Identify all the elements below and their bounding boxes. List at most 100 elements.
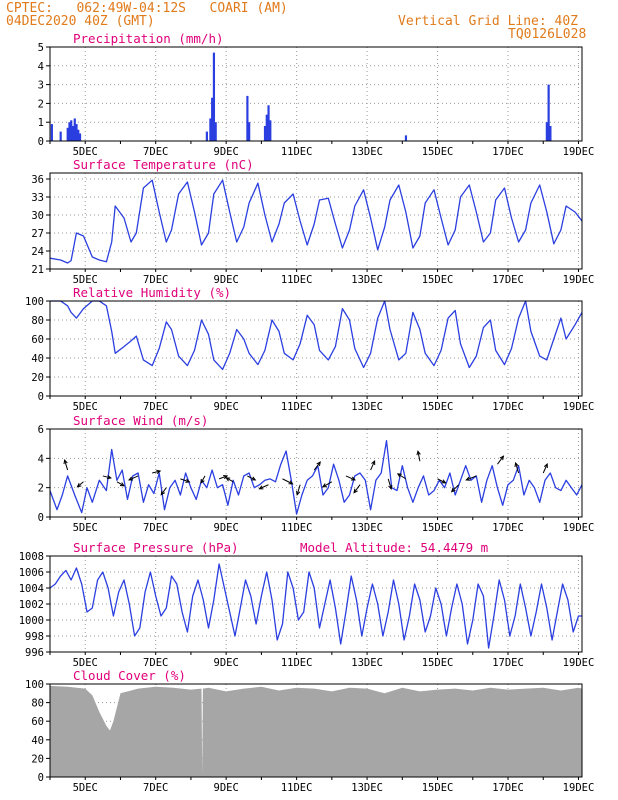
precip-bar — [263, 125, 267, 141]
y-tick-label: 1000 — [19, 615, 44, 627]
wind-arrow-head — [353, 488, 358, 494]
y-tick-label: 30 — [31, 210, 44, 222]
wind-arrow-head — [200, 478, 205, 484]
y-tick-label: 60 — [31, 716, 44, 728]
panel-frame — [49, 428, 583, 518]
wind-arrow-head — [251, 476, 257, 481]
x-tick-label: 7DEC — [143, 782, 168, 794]
wind-arrow-head — [321, 483, 327, 488]
wind-arrow — [497, 455, 504, 465]
panel-2: 0 20 40 60 80 100 5DEC 7DEC 9DEC 11DEC 13DEC 15DEC 1… — [25, 285, 594, 413]
y-tick-label: 33 — [31, 192, 44, 204]
x-tick-label: 5DEC — [73, 782, 98, 794]
header-datetime: 04DEC2020 40Z (GMT) — [6, 14, 155, 29]
y-tick-label: 100 — [25, 679, 44, 691]
wind-arrow-head — [316, 461, 321, 467]
y-tick-label: 20 — [31, 753, 44, 765]
x-tick-label: 11DEC — [281, 401, 313, 413]
wind-arrow — [160, 487, 167, 495]
precip-bar — [66, 127, 69, 141]
x-tick-label: 17DEC — [492, 146, 524, 158]
precip-bar — [68, 122, 71, 141]
precip-bar — [205, 131, 208, 141]
cloud-cover-area — [50, 685, 582, 777]
wind-arrow-head — [119, 482, 125, 487]
series-line — [49, 563, 582, 649]
wind-arrow — [542, 463, 548, 474]
x-tick-label: 7DEC — [143, 146, 168, 158]
y-tick-label: 2 — [38, 483, 44, 495]
panel-frame — [49, 172, 583, 270]
wind-arrow-head — [416, 450, 421, 456]
y-tick-label: 2 — [38, 98, 44, 110]
wind-arrow-head — [106, 474, 112, 480]
x-tick-label: 13DEC — [351, 146, 383, 158]
panel-annotation: Model Altitude: 54.4479 m — [300, 540, 488, 555]
precip-bar — [75, 124, 78, 141]
x-tick-label: 7DEC — [143, 274, 168, 286]
precip-bar — [209, 118, 212, 141]
y-tick-label: 40 — [31, 735, 44, 747]
wind-arrow-head — [225, 477, 231, 482]
wind-arrow-head — [371, 460, 376, 466]
y-tick-label: 0 — [38, 136, 44, 148]
x-tick-label: 13DEC — [351, 782, 383, 794]
wind-arrow-head — [76, 482, 82, 488]
precip-bar — [78, 133, 82, 141]
series-line — [49, 179, 583, 264]
wind-arrow-head — [128, 476, 134, 481]
wind-arrow-head — [160, 490, 166, 496]
wind-arrow — [282, 478, 293, 485]
x-tick-label: 15DEC — [422, 657, 454, 669]
wind-arrow — [417, 451, 421, 462]
wind-arrow — [225, 477, 234, 483]
wind-arrow-head — [63, 458, 68, 465]
x-tick-label: 15DEC — [422, 522, 454, 534]
x-tick-label: 9DEC — [214, 146, 239, 158]
precip-bar — [269, 120, 272, 141]
y-tick-label: 1 — [38, 117, 44, 129]
precip-bar — [267, 105, 270, 141]
wind-arrow — [247, 475, 256, 481]
y-tick-label: 1008 — [19, 551, 44, 563]
x-tick-label: 15DEC — [422, 401, 454, 413]
y-tick-label: 0 — [38, 772, 44, 784]
panel-title: Surface Temperature (nC) — [73, 157, 254, 172]
wind-arrow — [397, 473, 407, 480]
precip-bar — [547, 84, 550, 141]
wind-arrow-head — [514, 461, 519, 468]
precip-bar — [73, 118, 76, 141]
x-tick-label: 13DEC — [351, 657, 383, 669]
panel-title: Cloud Cover (%) — [73, 668, 186, 683]
panel-frame — [49, 683, 583, 778]
x-tick-label: 9DEC — [214, 782, 239, 794]
wind-arrow-head — [288, 480, 294, 485]
precip-bar — [248, 122, 251, 141]
x-tick-label: 5DEC — [73, 274, 98, 286]
x-tick-label: 5DEC — [73, 146, 98, 158]
x-tick-label: 7DEC — [143, 522, 168, 534]
wind-arrow — [296, 484, 301, 495]
wind-arrow — [345, 475, 356, 481]
x-tick-label: 19DEC — [563, 401, 595, 413]
x-tick-label: 17DEC — [492, 657, 524, 669]
precip-bar — [50, 124, 53, 141]
wind-arrow — [218, 475, 228, 480]
y-tick-label: 4 — [38, 453, 44, 465]
wind-arrow-head — [465, 476, 471, 481]
wind-arrow — [152, 470, 161, 474]
wind-arrow-head — [156, 469, 162, 474]
wind-arrow-head — [296, 490, 301, 496]
wind-arrow — [180, 478, 190, 483]
wind-arrow — [102, 475, 111, 479]
series-line — [49, 440, 583, 515]
wind-arrow-head — [543, 462, 548, 469]
wind-arrow — [322, 481, 333, 488]
x-tick-label: 9DEC — [214, 401, 239, 413]
header-grid-note: Vertical Grid Line: 40Z — [398, 14, 579, 29]
x-tick-label: 7DEC — [143, 401, 168, 413]
x-tick-label: 19DEC — [563, 522, 595, 534]
y-tick-label: 36 — [31, 174, 44, 186]
precip-bar — [214, 122, 217, 141]
wind-arrow — [437, 478, 446, 484]
